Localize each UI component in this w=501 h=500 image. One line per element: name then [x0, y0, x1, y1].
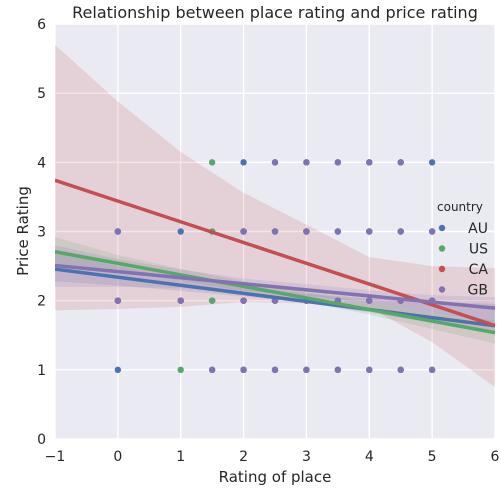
legend-marker-us: [438, 245, 446, 252]
y-tick-labels: 0 1 2 3 4 5 6: [37, 17, 46, 448]
point-gb: [114, 297, 122, 304]
legend-marker-ca: [438, 265, 446, 273]
legend-label-ca: CA: [469, 262, 489, 278]
legend-label-au: AU: [468, 221, 488, 237]
x-axis-label: Rating of place: [219, 468, 332, 486]
point-gb: [366, 159, 373, 166]
point-gb: [303, 228, 310, 235]
x-tick-label: −1: [45, 449, 66, 465]
point-gb: [303, 159, 310, 166]
point-gb: [271, 228, 279, 235]
y-tick-label: 0: [37, 432, 46, 448]
legend-marker-gb: [438, 286, 446, 293]
point-au: [428, 159, 436, 166]
point-au: [114, 366, 122, 374]
legend-label-gb: GB: [468, 283, 488, 299]
point-gb: [271, 366, 279, 374]
x-tick-label: 3: [302, 449, 311, 465]
ci-band-us: [55, 237, 495, 344]
x-tick-label: 1: [176, 449, 185, 465]
fit-line-au: [55, 267, 495, 328]
fit-line-us: [55, 250, 495, 335]
point-us: [208, 297, 216, 304]
y-tick-label: 6: [37, 17, 46, 33]
x-tick-label: 2: [239, 449, 248, 465]
x-tick-label: 4: [365, 449, 374, 465]
legend-label-us: US: [469, 242, 488, 258]
point-au: [177, 228, 184, 235]
point-gb: [428, 228, 436, 235]
point-gb: [334, 159, 342, 166]
x-tick-label: 5: [428, 449, 437, 465]
legend-marker-au: [438, 224, 446, 232]
y-tick-label: 1: [37, 363, 46, 379]
point-gb: [303, 366, 310, 374]
point-gb: [114, 228, 122, 235]
fit-line-gb: [55, 263, 495, 310]
ci-band-ca: [55, 44, 495, 388]
y-tick-label: 3: [37, 225, 46, 241]
ci-band-gb: [55, 245, 495, 323]
point-gb: [240, 297, 247, 304]
point-gb: [208, 366, 216, 374]
legend: country AU US CA GB: [437, 200, 488, 299]
y-tick-label: 2: [37, 294, 46, 310]
point-gb: [271, 159, 279, 166]
point-us: [208, 159, 216, 166]
x-tick-label: 0: [113, 449, 122, 465]
point-gb: [334, 228, 342, 235]
point-gb: [366, 366, 373, 374]
point-gb: [366, 297, 373, 304]
x-tick-labels: −1 0 1 2 3 4 5 6: [45, 449, 500, 465]
point-gb: [334, 366, 342, 374]
y-tick-label: 5: [37, 86, 46, 102]
regression-lines: [55, 178, 495, 335]
point-gb: [397, 159, 404, 166]
point-gb: [397, 228, 404, 235]
point-gb: [397, 366, 404, 374]
point-gb: [366, 228, 373, 235]
point-gb: [177, 297, 184, 304]
y-axis-label: Price Rating: [14, 186, 32, 276]
point-gb: [428, 366, 436, 374]
point-au: [240, 159, 247, 166]
legend-title: country: [437, 200, 483, 214]
chart-title: Relationship between place rating and pr…: [72, 3, 478, 22]
y-tick-label: 4: [37, 155, 46, 171]
x-tick-label: 6: [491, 449, 500, 465]
point-gb: [240, 228, 247, 235]
point-gb: [240, 366, 247, 374]
point-us: [177, 366, 184, 374]
